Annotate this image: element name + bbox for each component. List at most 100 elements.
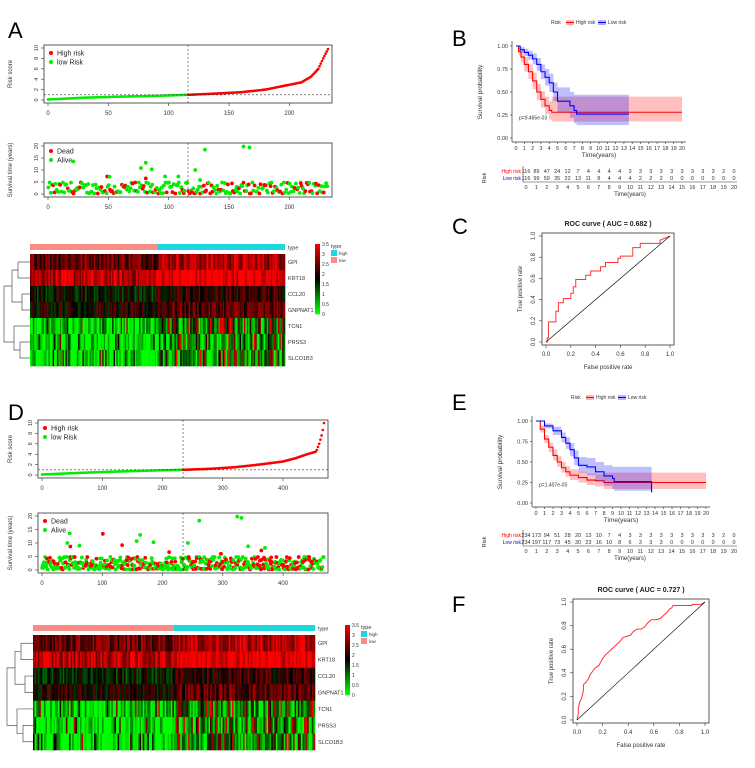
heatmap-cell — [203, 635, 206, 652]
heatmap-cell — [107, 318, 110, 335]
x-tick-label: 200 — [284, 205, 295, 211]
heatmap-cell — [42, 302, 45, 319]
heatmap-cell — [154, 286, 157, 303]
heatmap-cell — [178, 635, 181, 652]
heatmap-cell — [141, 651, 143, 669]
heatmap-cell — [125, 667, 128, 685]
heatmap-cell — [260, 733, 263, 751]
heatmap-cell — [210, 635, 212, 652]
heatmap-cell — [136, 286, 138, 303]
heatmap-cell — [30, 302, 32, 319]
gene-label: CCL20 — [318, 674, 335, 680]
heatmap-cell — [62, 651, 65, 669]
heatmap-cell — [114, 667, 117, 685]
heatmap-cell — [145, 635, 148, 652]
heatmap-cell — [246, 667, 248, 685]
heatmap-cell — [253, 651, 256, 669]
heatmap-cell — [177, 717, 179, 734]
heatmap-cell — [30, 254, 32, 271]
heatmap-cell — [139, 270, 141, 287]
heatmap-cell — [105, 651, 107, 669]
survival-point — [303, 189, 308, 194]
survival-point — [233, 566, 237, 571]
heatmap-cell — [151, 286, 154, 303]
colorbar-segment — [345, 641, 350, 644]
heatmap-cell — [249, 318, 252, 335]
heatmap-cell — [92, 286, 95, 303]
heatmap-cell — [73, 302, 76, 319]
colorbar-segment — [315, 248, 320, 251]
heatmap-cell — [288, 667, 291, 685]
heatmap-cell — [219, 651, 222, 669]
survival-point — [210, 564, 214, 568]
km-plot-b: Risk High risk Low risk0.000.250.500.751.0… — [477, 20, 686, 159]
heatmap-cell — [106, 318, 109, 335]
heatmap-cell — [161, 254, 164, 271]
survival-point — [167, 550, 172, 555]
heatmap-cell — [259, 254, 262, 271]
heatmap-cell — [183, 254, 185, 271]
heatmap-cell — [166, 700, 169, 718]
heatmap-cell — [65, 350, 68, 367]
heatmap-cell — [32, 270, 35, 287]
heatmap-cell — [94, 700, 96, 718]
heatmap-cell — [210, 733, 212, 751]
colorbar-segment — [345, 625, 350, 628]
y-tick-label: 0.00 — [517, 501, 528, 507]
heatmap-cell — [188, 350, 191, 367]
heatmap-cell — [170, 302, 172, 319]
gene-label: PRSS3 — [288, 340, 306, 346]
heatmap-cell — [112, 350, 114, 367]
heatmap-cell — [248, 318, 250, 335]
y-axis-label: True positive rate — [518, 265, 524, 312]
colorbar-segment — [315, 292, 320, 295]
heatmap-cell — [147, 717, 150, 734]
heatmap-cell — [311, 635, 314, 652]
heatmap-cell — [75, 684, 78, 702]
heatmap-cell — [154, 270, 157, 287]
heatmap-cell — [75, 254, 78, 271]
heatmap-cell — [291, 717, 294, 734]
risk-point — [322, 421, 326, 425]
heatmap-cell — [234, 318, 236, 335]
heatmap-cell — [311, 717, 314, 734]
heatmap-cell — [72, 700, 75, 718]
heatmap-cell — [243, 302, 246, 319]
heatmap-cell — [194, 286, 197, 303]
heatmap-cell — [208, 286, 211, 303]
x-tick-label: 2 — [531, 146, 534, 152]
x-tick-label: 16 — [646, 146, 652, 152]
heatmap-cell — [150, 733, 153, 751]
x-tick-label: 10 — [618, 511, 624, 517]
heatmap-cell — [143, 334, 146, 351]
heatmap-cell — [178, 286, 181, 303]
heatmap-cell — [158, 635, 161, 652]
colorbar-segment — [345, 639, 350, 642]
annotation-label: type — [288, 246, 298, 252]
heatmap-cell — [126, 286, 129, 303]
x-tick-label: 1 — [523, 146, 526, 152]
heatmap-cell — [146, 286, 148, 303]
heatmap-cell — [150, 651, 153, 669]
heatmap-cell — [79, 302, 82, 319]
x-tick-label: 400 — [278, 486, 289, 492]
risk-table-x-tick: 19 — [721, 549, 727, 555]
heatmap-cell — [277, 334, 280, 351]
heatmap-cell — [94, 651, 96, 669]
heatmap-cell — [159, 667, 162, 685]
colorbar-segment — [345, 627, 350, 630]
heatmap-cell — [103, 254, 106, 271]
y-tick-label: 5 — [34, 180, 40, 183]
heatmap-cell — [136, 717, 139, 734]
heatmap-cell — [41, 254, 44, 271]
heatmap-cell — [231, 270, 233, 287]
heatmap-cell — [75, 270, 78, 287]
heatmap-cell — [116, 318, 119, 335]
heatmap-cell — [100, 684, 103, 702]
heatmap-cell — [230, 717, 233, 734]
risk-table-row-label: Low risk — [503, 176, 522, 182]
heatmap-cell — [34, 651, 37, 669]
heatmap-cell — [238, 635, 241, 652]
heatmap-cell — [238, 286, 240, 303]
heatmap-cell — [222, 667, 225, 685]
